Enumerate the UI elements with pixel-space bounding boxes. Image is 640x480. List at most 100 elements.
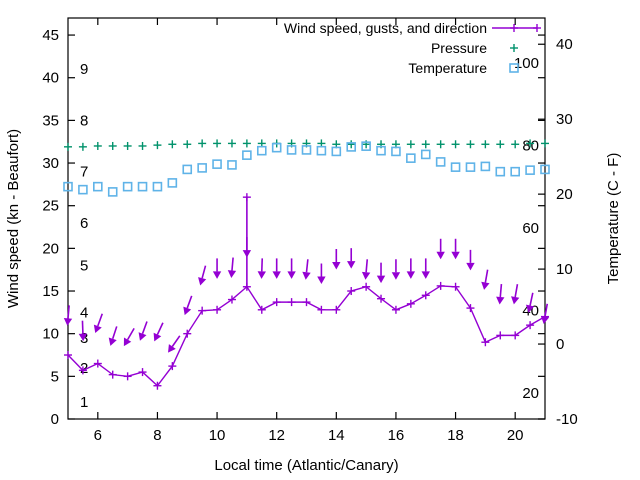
y-tick-label-right: 40 [556, 36, 573, 53]
fahrenheit-label: 40 [522, 302, 539, 319]
x-tick-label: 14 [328, 427, 345, 444]
beaufort-label: 5 [80, 257, 88, 274]
legend-label: Temperature [408, 60, 487, 76]
x-tick-label: 20 [507, 427, 524, 444]
wind-direction-shaft [67, 305, 70, 319]
plot-frame [67, 17, 546, 420]
y-tick-label-right: 0 [556, 336, 564, 353]
wind-direction-arrowhead [63, 317, 73, 326]
beaufort-label: 4 [80, 304, 88, 321]
wind-direction-arrowhead [540, 315, 550, 325]
wind-direction-shaft [365, 259, 369, 273]
wind-direction-arrowhead [361, 271, 371, 280]
temperature-marker [331, 146, 342, 157]
beaufort-label: 9 [80, 61, 88, 78]
beaufort-label: 6 [80, 215, 88, 232]
wind-direction-arrowhead [227, 270, 237, 279]
temperature-marker [167, 178, 178, 188]
wind-direction-arrowhead [198, 277, 207, 286]
wind-direction-arrowhead [317, 276, 326, 285]
wind-direction-shaft [231, 257, 234, 271]
beaufort-label: 8 [80, 112, 88, 129]
x-tick-label: 6 [94, 427, 102, 444]
y-tick-label-left: 35 [42, 112, 59, 129]
wind-direction-arrowhead [391, 272, 401, 280]
temperature-marker [525, 165, 535, 175]
temperature-marker [197, 163, 207, 173]
temperature-marker [361, 141, 371, 151]
fahrenheit-label: 20 [522, 385, 539, 402]
temperature-marker [122, 181, 133, 192]
wind-direction-shaft [529, 292, 534, 306]
temperature-marker [78, 184, 88, 195]
legend-label: Pressure [431, 40, 487, 56]
wind-direction-shaft [499, 283, 503, 298]
y-tick-label-left: 30 [42, 155, 59, 172]
legend-label: Wind speed, gusts, and direction [284, 20, 487, 36]
x-tick-label: 16 [388, 427, 405, 444]
wind-direction-arrowhead [511, 296, 520, 305]
wind-direction-shaft [201, 265, 207, 279]
wind-direction-arrowhead [257, 271, 266, 279]
wind-direction-shaft [186, 295, 193, 309]
temperature-marker [540, 164, 550, 175]
y-tick-label-left: 5 [51, 368, 59, 385]
wind-direction-arrowhead [451, 251, 460, 260]
wind-direction-arrowhead [302, 271, 311, 280]
temperature-marker [301, 145, 312, 155]
wind-direction-arrowhead [242, 250, 252, 258]
wind-direction-arrowhead [347, 261, 356, 269]
wind-direction-arrowhead [183, 306, 192, 316]
wind-direction-shaft [484, 269, 489, 283]
y-tick-label-left: 40 [42, 70, 59, 87]
wind-direction-arrowhead [496, 296, 505, 305]
x-tick-label: 8 [153, 427, 161, 444]
temperature-marker [212, 159, 222, 169]
temperature-marker [465, 162, 476, 172]
wind-direction-arrowhead [138, 332, 147, 341]
y-tick-label-left: 0 [51, 411, 59, 428]
wind-direction-arrowhead [153, 332, 162, 342]
wind-direction-arrowhead [287, 271, 296, 279]
wind-direction-shaft [514, 284, 519, 298]
temperature-marker [137, 181, 148, 192]
wind-direction-shaft [544, 303, 549, 317]
y-tick-label-right: 10 [556, 261, 573, 278]
legend-swatch-temperature [509, 63, 519, 73]
temperature-marker [107, 187, 118, 197]
wind-direction-arrowhead [406, 271, 416, 279]
wind-direction-arrowhead [436, 251, 445, 260]
y-tick-label-right: 30 [556, 111, 573, 128]
y-tick-label-left: 20 [42, 240, 59, 257]
wind-direction-arrowhead [93, 324, 102, 334]
temperature-marker [227, 160, 237, 170]
temperature-marker [391, 146, 401, 157]
y-tick-label-left: 10 [42, 326, 59, 343]
y-tick-label-right: 20 [556, 186, 573, 203]
temperature-marker [346, 142, 357, 152]
temperature-marker [406, 153, 416, 163]
wind-direction-arrowhead [78, 333, 88, 342]
temperature-marker [480, 161, 491, 172]
temperature-marker [316, 145, 327, 156]
y-tick-label-left: 25 [42, 198, 59, 215]
wind-direction-shaft [171, 335, 181, 347]
y-tick-label-left: 45 [42, 27, 59, 44]
x-axis-title: Local time (Atlantic/Canary) [214, 457, 398, 474]
x-tick-label: 10 [209, 427, 226, 444]
beaufort-label: 1 [80, 394, 88, 411]
wind-direction-shaft [141, 321, 148, 334]
wind-direction-arrowhead [168, 344, 176, 353]
temperature-marker [93, 181, 103, 192]
wind-direction-shaft [111, 326, 118, 340]
wind-direction-shaft [97, 313, 104, 327]
wind-direction-shaft [305, 259, 309, 273]
temperature-marker [420, 149, 431, 160]
temperature-marker [152, 181, 163, 192]
temperature-marker [450, 162, 461, 172]
y-axis-title-right: Temperature (C - F) [605, 153, 622, 285]
wind-direction-arrowhead [332, 262, 341, 270]
y-tick-label-right: -10 [556, 411, 578, 428]
wind-direction-arrowhead [123, 337, 132, 347]
